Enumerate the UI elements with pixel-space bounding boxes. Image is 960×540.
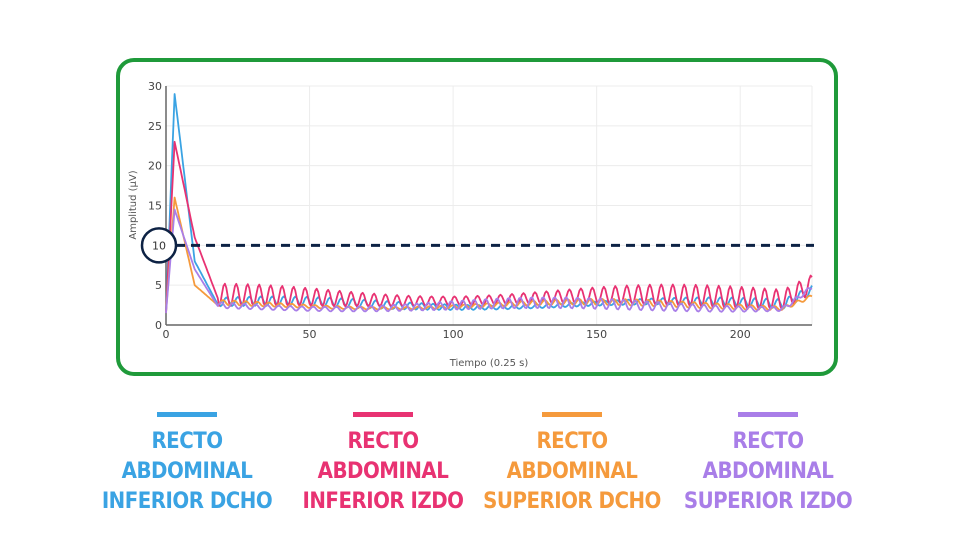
chart-frame xyxy=(116,58,838,376)
y-axis-title: Amplitud (µV) xyxy=(128,170,139,239)
legend-swatch xyxy=(738,412,798,417)
legend-line2: SUPERIOR DCHO xyxy=(483,489,661,514)
x-tick-label: 100 xyxy=(443,328,464,341)
legend-item-inferior-dcho: RECTO ABDOMINAL INFERIOR DCHO xyxy=(87,412,287,517)
series-line xyxy=(165,208,813,314)
y-tick-label: 15 xyxy=(148,200,162,213)
series-line xyxy=(165,93,813,314)
y-tick-label: 20 xyxy=(148,160,162,173)
legend-line1: RECTO ABDOMINAL xyxy=(121,429,253,484)
threshold-marker xyxy=(140,227,178,264)
threshold-label: 10 xyxy=(152,239,166,252)
legend-line2: INFERIOR IZDO xyxy=(302,489,465,514)
y-tick-label: 5 xyxy=(155,279,162,292)
x-tick-label: 150 xyxy=(586,328,607,341)
x-tick-label: 0 xyxy=(163,328,170,341)
legend-swatch xyxy=(157,412,217,417)
legend-line2: INFERIOR DCHO xyxy=(101,489,273,514)
legend-item-superior-izdo: RECTO ABDOMINAL SUPERIOR IZDO xyxy=(668,412,868,517)
legend-line1: RECTO ABDOMINAL xyxy=(702,429,834,484)
legend-swatch xyxy=(542,412,602,417)
legend-line2: SUPERIOR IZDO xyxy=(683,489,853,514)
legend-item-superior-dcho: RECTO ABDOMINAL SUPERIOR DCHO xyxy=(472,412,672,517)
x-axis-title: Tiempo (0.25 s) xyxy=(449,358,529,369)
legend-item-inferior-izdo: RECTO ABDOMINAL INFERIOR IZDO xyxy=(283,412,483,517)
y-tick-label: 25 xyxy=(148,120,162,133)
legend-line1: RECTO ABDOMINAL xyxy=(506,429,638,484)
x-tick-label: 200 xyxy=(730,328,751,341)
y-tick-label: 30 xyxy=(148,80,162,93)
legend-line1: RECTO ABDOMINAL xyxy=(317,429,449,484)
y-tick-label: 0 xyxy=(155,319,162,332)
x-tick-label: 50 xyxy=(303,328,317,341)
series-line xyxy=(165,140,813,314)
legend-swatch xyxy=(353,412,413,417)
